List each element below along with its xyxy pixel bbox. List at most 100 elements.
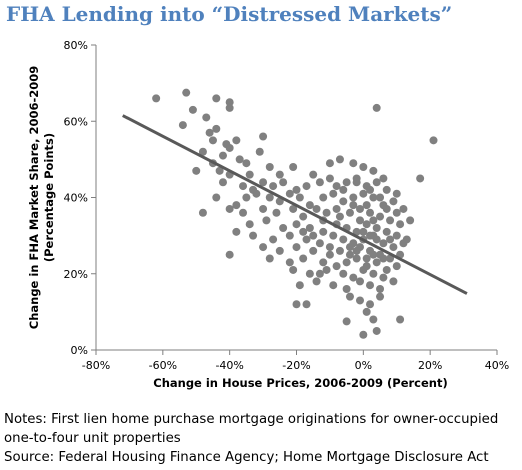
data-point xyxy=(382,265,391,274)
data-point xyxy=(352,254,361,263)
x-tick-label: 20% xyxy=(418,359,442,372)
y-tick-label: 0% xyxy=(71,344,88,357)
data-point xyxy=(252,189,261,198)
data-point xyxy=(349,273,358,282)
data-point xyxy=(369,216,378,225)
data-point xyxy=(315,178,324,187)
data-point xyxy=(329,189,338,198)
data-point xyxy=(312,204,321,213)
data-point xyxy=(372,224,381,232)
data-point xyxy=(339,197,348,206)
data-point xyxy=(349,159,358,168)
x-tick-label: -60% xyxy=(149,359,177,372)
y-tick-label: 60% xyxy=(64,115,88,128)
y-tick-label: 40% xyxy=(64,192,88,205)
data-point xyxy=(235,155,244,164)
data-point xyxy=(345,208,354,217)
data-point xyxy=(379,254,388,263)
data-point xyxy=(218,178,227,187)
data-point xyxy=(376,193,385,202)
data-point xyxy=(225,98,234,107)
data-point xyxy=(242,159,251,168)
data-point xyxy=(322,265,331,274)
data-point xyxy=(369,193,378,202)
data-point xyxy=(242,193,251,202)
data-point xyxy=(369,269,378,278)
data-point xyxy=(232,227,241,236)
data-point xyxy=(342,285,351,293)
data-point xyxy=(366,208,375,217)
data-point xyxy=(362,307,371,316)
data-point xyxy=(279,178,288,187)
notes-line-1: Notes: First lien home purchase mortgage… xyxy=(4,412,499,427)
data-point xyxy=(416,174,425,183)
data-point xyxy=(299,254,308,263)
data-point xyxy=(362,201,371,210)
data-point xyxy=(239,208,248,217)
data-point xyxy=(352,178,361,187)
data-point xyxy=(376,212,385,221)
y-tick-label: 80% xyxy=(64,39,88,52)
y-tick-label: 20% xyxy=(64,268,88,281)
data-point xyxy=(355,296,364,305)
data-point xyxy=(279,224,288,232)
data-point xyxy=(265,254,274,263)
notes-line-2: one-to-four unit properties xyxy=(4,431,181,446)
data-point xyxy=(362,254,371,263)
data-point xyxy=(265,193,274,202)
data-point xyxy=(379,273,388,282)
data-point xyxy=(325,243,334,252)
data-point xyxy=(289,163,298,171)
data-point xyxy=(362,220,371,229)
data-point xyxy=(245,170,254,179)
data-point xyxy=(429,136,438,145)
data-point xyxy=(309,246,318,255)
data-point xyxy=(225,103,234,112)
data-point xyxy=(305,201,314,210)
x-tick-label: -80% xyxy=(82,359,110,372)
data-point xyxy=(386,216,395,225)
trend-line xyxy=(122,114,468,295)
data-point xyxy=(396,220,405,229)
data-point xyxy=(369,250,378,259)
data-point xyxy=(312,277,321,286)
data-point xyxy=(335,246,344,255)
data-point xyxy=(302,300,311,309)
data-point xyxy=(376,285,385,293)
data-point xyxy=(325,159,334,168)
data-point xyxy=(389,277,398,286)
data-point xyxy=(329,281,338,290)
data-point xyxy=(392,262,401,271)
data-point xyxy=(232,136,241,145)
data-point xyxy=(382,204,391,213)
data-point xyxy=(399,239,408,248)
data-point xyxy=(335,155,344,164)
data-point xyxy=(369,315,378,324)
data-point xyxy=(315,239,324,248)
data-point xyxy=(205,128,214,137)
data-point xyxy=(215,166,224,175)
x-axis-label: Change in House Prices, 2006-2009 (Perce… xyxy=(153,376,447,390)
data-point xyxy=(399,204,408,213)
data-point xyxy=(332,262,341,271)
data-point xyxy=(265,163,274,171)
data-point xyxy=(285,231,294,240)
data-point xyxy=(359,265,368,274)
data-point xyxy=(396,315,405,324)
data-point xyxy=(335,212,344,221)
data-point xyxy=(319,258,328,267)
data-point xyxy=(295,193,304,202)
data-point xyxy=(372,258,381,267)
data-point xyxy=(349,201,358,210)
data-point xyxy=(299,227,308,236)
data-point xyxy=(392,189,401,198)
data-point xyxy=(198,147,207,156)
notes-line-3: Source: Federal Housing Finance Agency; … xyxy=(4,450,489,465)
data-point xyxy=(285,189,294,198)
data-point xyxy=(239,182,248,191)
data-point xyxy=(319,227,328,236)
data-point xyxy=(392,231,401,240)
data-point xyxy=(292,300,301,309)
data-point xyxy=(355,204,364,213)
data-point xyxy=(386,235,395,244)
